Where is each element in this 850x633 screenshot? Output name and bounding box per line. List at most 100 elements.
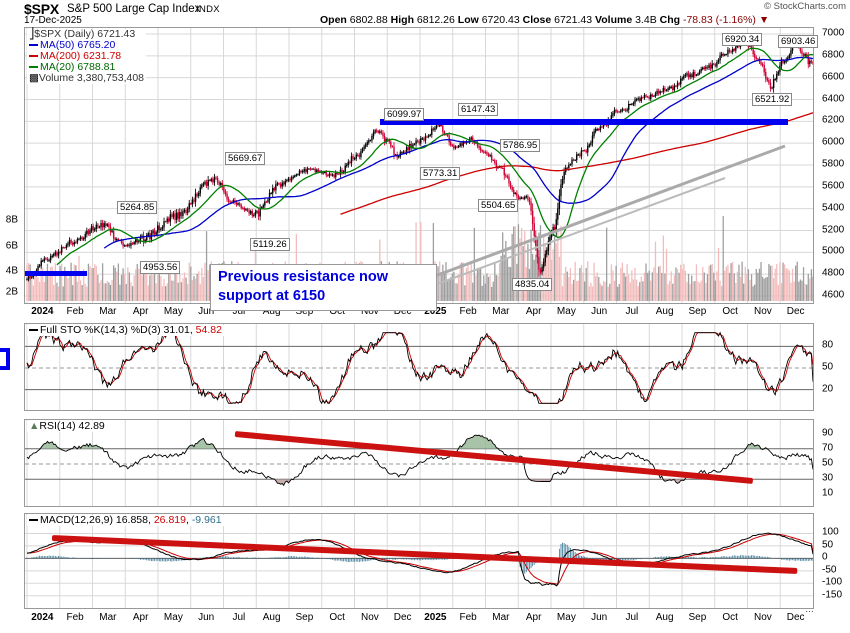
volume-label: Volume — [595, 14, 633, 26]
axis-tick-label: 50 — [822, 361, 834, 373]
x-axis-month-label: Oct — [329, 306, 345, 317]
chg-label: Chg — [659, 14, 681, 26]
axis-tick-label: 90 — [822, 427, 834, 439]
axis-tick-label: 20 — [822, 383, 834, 395]
low-value: 6720.43 — [481, 14, 520, 26]
axis-tick-label: 80 — [822, 339, 834, 351]
price-callout: 6903.46 — [778, 35, 819, 48]
axis-tick-label: 4B — [5, 265, 18, 277]
stochastics-panel[interactable] — [24, 323, 814, 411]
ma200-swatch-icon — [29, 55, 38, 58]
axis-tick-label: 50 — [822, 539, 834, 551]
legend-ma20-row: MA(20) 6788.81 — [29, 62, 144, 73]
high-value: 6812.26 — [416, 14, 455, 26]
x-axis-month-label: Feb — [459, 306, 477, 317]
axis-tick-label: -100 — [822, 576, 843, 588]
x-axis-month-label: May — [556, 612, 576, 623]
x-axis-month-label: Apr — [525, 612, 542, 623]
macd-legend: MACD(12,26,9) 16.858, 26.819, -9.961 — [27, 515, 224, 526]
annotation-box: Previous resistance now support at 6150 — [210, 264, 437, 311]
axis-overflow-dots: … — [805, 604, 814, 614]
ma20-swatch-icon — [29, 66, 38, 69]
axis-tick-label: 10 — [822, 487, 834, 499]
x-axis-month-label: Jun — [198, 306, 215, 317]
sto-legend-d: 54.82 — [195, 324, 222, 336]
axis-tick-label: 5800 — [822, 158, 845, 170]
price-callout: 5786.95 — [500, 139, 541, 152]
support-line-6150 — [380, 119, 788, 125]
axis-tick-label: 30 — [822, 472, 834, 484]
x-axis-month-label: Sep — [688, 612, 707, 623]
axis-tick-label: 4600 — [822, 289, 845, 301]
axis-tick-label: 5200 — [822, 224, 845, 235]
legend-volume-row: ▩Volume 3,380,753,408 — [29, 73, 144, 84]
volume-value: 3.4B — [635, 14, 657, 26]
legend-ma200-row: MA(200) 6231.78 — [29, 51, 144, 62]
rsi-area-icon: ▲ — [29, 420, 40, 432]
sto-swatch-icon — [29, 329, 38, 332]
axis-tick-label: 8B — [5, 214, 18, 226]
price-callout: 6147.43 — [458, 103, 499, 116]
macd-panel[interactable] — [24, 513, 814, 609]
price-callout: 5119.26 — [250, 238, 290, 251]
price-callout: 5773.31 — [420, 167, 461, 180]
close-value: 6721.43 — [554, 14, 593, 26]
annotation-text: Previous resistance now support at 6150 — [218, 269, 389, 304]
x-axis-month-label: Dec — [393, 612, 412, 623]
price-y-axis: 7000 6800 6600 6400 6200 6000 5800 5600 5400 5200… — [818, 27, 850, 304]
axis-tick-label: 6000 — [822, 136, 845, 148]
axis-tick-label: 70 — [822, 442, 834, 454]
axis-tick-label: 2B — [5, 286, 18, 298]
candlestick-icon: ⎦ — [29, 28, 35, 40]
x-axis-month-label: Jul — [625, 612, 639, 623]
x-axis-month-label: Feb — [459, 612, 477, 623]
axis-tick-label: -150 — [822, 589, 843, 601]
close-label: Close — [522, 14, 552, 26]
legend-ma50-label: MA(50) 6765.20 — [40, 39, 116, 51]
symbol-type: INDX — [196, 4, 220, 15]
selection-artifact — [0, 348, 10, 370]
legend-ma50-row: MA(50) 6765.20 — [29, 40, 144, 51]
axis-tick-label: 5600 — [822, 180, 845, 192]
x-axis-month-label: Nov — [753, 306, 772, 317]
x-axis-month-label: Nov — [753, 612, 772, 623]
sto-legend-k: 31.01 — [163, 324, 190, 336]
price-chart-panel[interactable] — [24, 27, 814, 304]
price-callout: 6099.97 — [384, 108, 425, 121]
chevron-down-icon: ▼ — [758, 14, 770, 26]
macd-swatch-icon — [29, 519, 38, 522]
price-callout: 6521.92 — [752, 93, 793, 106]
axis-tick-label: 6400 — [822, 93, 845, 104]
x-axis-month-label: Mar — [492, 612, 510, 623]
x-axis-month-label: Apr — [132, 612, 149, 623]
sto-y-axis: 80 50 20 — [818, 323, 850, 411]
x-axis-month-label: Mar — [99, 612, 117, 623]
low-label: Low — [457, 14, 479, 26]
symbol-ticker: $SPX — [24, 1, 59, 17]
legend-ma20-label: MA(20) 6788.81 — [40, 61, 116, 73]
axis-tick-label: 6B — [5, 240, 18, 252]
price-callout: 4835.04 — [512, 278, 553, 291]
legend-series-label: $SPX (Daily) 6721.43 — [34, 28, 136, 40]
x-axis-month-label: May — [556, 306, 576, 317]
x-axis-month-label: Dec — [786, 612, 805, 623]
ohlc-quote-bar: Open 6802.88 High 6812.26 Low 6720.43 Cl… — [320, 14, 769, 26]
rsi-y-axis: 90 70 50 30 10 — [818, 419, 850, 507]
sto-legend-params: %K(14,3) %D(3) — [84, 324, 161, 336]
ma50-swatch-icon — [29, 44, 38, 47]
sto-legend: Full STO %K(14,3) %D(3) 31.01, 54.82 — [27, 325, 224, 336]
axis-tick-label: 5400 — [822, 202, 845, 214]
x-axis-months-bottom: 2024 Feb Mar Apr May Jun Jul Aug Sep Oct Nov Dec 202… — [24, 612, 814, 626]
support-line-segment-left — [25, 271, 87, 276]
x-axis-month-label: 2025 — [424, 612, 447, 623]
axis-tick-label: 4800 — [822, 267, 845, 279]
rsi-legend: ▲RSI(14) 42.89 — [27, 421, 107, 432]
price-callout: 6920.34 — [722, 33, 763, 46]
x-axis-month-label: Sep — [688, 306, 707, 317]
axis-tick-label: 7000 — [822, 27, 845, 39]
x-axis-month-label: Feb — [66, 306, 84, 317]
x-axis-month-label: Sep — [295, 612, 314, 623]
chart-header: $SPX S&P 500 Large Cap Index INDX 17-Dec… — [0, 0, 850, 26]
rsi-panel[interactable] — [24, 419, 814, 507]
symbol-name: S&P 500 Large Cap Index — [67, 3, 201, 15]
